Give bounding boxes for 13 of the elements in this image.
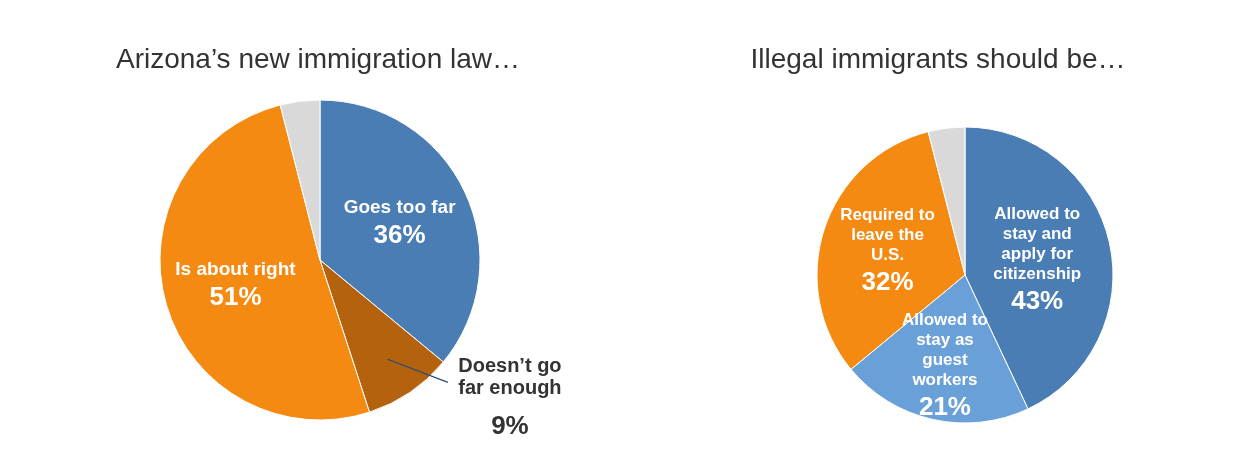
data-label: 36% xyxy=(373,218,426,249)
chart-title: Arizona’s new immigration law… xyxy=(115,43,521,74)
slice-label: Is about right xyxy=(175,257,297,279)
data-label: 32% xyxy=(861,265,914,296)
slice-label: Allowed to stay and apply for citizenship xyxy=(993,203,1082,283)
chart-title: Illegal immigrants should be… xyxy=(750,43,1126,74)
slice-label: Goes too far xyxy=(343,195,457,217)
data-label: 51% xyxy=(209,280,262,311)
data-label: 43% xyxy=(1011,284,1064,315)
data-label: 9% xyxy=(491,410,529,441)
data-label: 21% xyxy=(918,390,972,421)
slice-label: Required to leave the U.S. xyxy=(840,204,935,264)
slice-label: Doesn’t go far enough xyxy=(458,354,562,399)
